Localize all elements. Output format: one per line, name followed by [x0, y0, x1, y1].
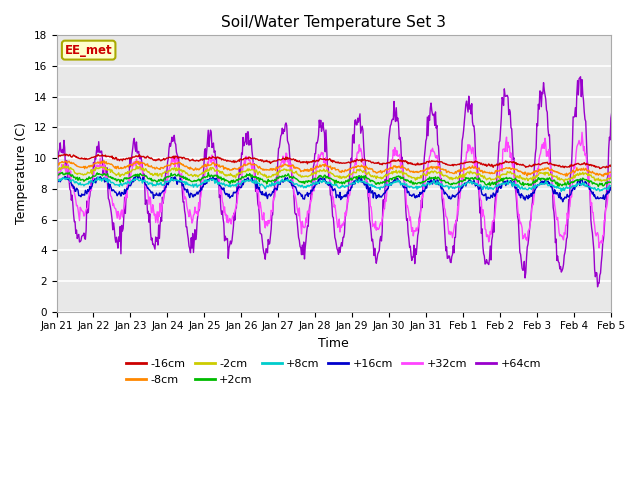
-16cm: [52, 153, 60, 159]
+16cm: [430, 176, 438, 181]
Line: +2cm: +2cm: [56, 172, 640, 187]
+32cm: [578, 130, 586, 135]
+32cm: [396, 151, 404, 157]
+64cm: [89, 175, 97, 180]
-16cm: [502, 158, 509, 164]
Line: -8cm: -8cm: [56, 161, 640, 177]
+2cm: [397, 176, 404, 181]
+64cm: [501, 93, 509, 98]
Text: EE_met: EE_met: [65, 44, 113, 57]
-8cm: [502, 165, 509, 171]
+64cm: [412, 246, 419, 252]
+16cm: [559, 199, 566, 204]
+32cm: [52, 177, 60, 182]
+2cm: [430, 175, 438, 180]
-8cm: [89, 163, 97, 168]
+8cm: [430, 178, 438, 183]
Line: +32cm: +32cm: [56, 132, 640, 248]
Legend: -16cm, -8cm, -2cm, +2cm, +8cm, +16cm, +32cm, +64cm: -16cm, -8cm, -2cm, +2cm, +8cm, +16cm, +3…: [122, 355, 545, 389]
+8cm: [94, 174, 102, 180]
-16cm: [397, 157, 404, 163]
+64cm: [562, 244, 570, 250]
-16cm: [90, 155, 97, 160]
+8cm: [397, 182, 404, 188]
+8cm: [412, 183, 420, 189]
Line: +64cm: +64cm: [56, 71, 640, 287]
-16cm: [412, 161, 420, 167]
+16cm: [132, 172, 140, 178]
Title: Soil/Water Temperature Set 3: Soil/Water Temperature Set 3: [221, 15, 446, 30]
-8cm: [397, 165, 404, 170]
-2cm: [90, 167, 97, 173]
+16cm: [89, 179, 97, 185]
+64cm: [396, 134, 404, 140]
-2cm: [430, 168, 438, 174]
+2cm: [412, 181, 420, 187]
+8cm: [637, 190, 640, 195]
Line: -2cm: -2cm: [56, 165, 640, 182]
-2cm: [412, 175, 420, 180]
+32cm: [595, 245, 603, 251]
+16cm: [52, 181, 60, 187]
-16cm: [430, 158, 438, 164]
+8cm: [89, 180, 97, 185]
Line: +8cm: +8cm: [56, 177, 640, 192]
+8cm: [502, 180, 509, 186]
-16cm: [563, 164, 570, 170]
-8cm: [634, 174, 640, 180]
+2cm: [52, 174, 60, 180]
-16cm: [61, 151, 68, 157]
-2cm: [397, 168, 404, 174]
+64cm: [429, 113, 437, 119]
-8cm: [412, 169, 420, 175]
+64cm: [594, 284, 602, 290]
Line: +16cm: +16cm: [56, 175, 640, 202]
+32cm: [562, 222, 570, 228]
+2cm: [502, 175, 509, 181]
+8cm: [52, 176, 60, 182]
-2cm: [502, 171, 509, 177]
+2cm: [59, 169, 67, 175]
-16cm: [635, 167, 640, 172]
-8cm: [563, 170, 570, 176]
+2cm: [595, 184, 602, 190]
-2cm: [52, 167, 60, 172]
X-axis label: Time: Time: [318, 337, 349, 350]
+32cm: [501, 149, 509, 155]
+32cm: [89, 180, 97, 185]
+8cm: [563, 184, 570, 190]
+16cm: [397, 180, 404, 186]
-2cm: [60, 162, 67, 168]
-8cm: [430, 164, 438, 170]
+16cm: [563, 192, 571, 197]
-2cm: [563, 177, 570, 182]
+2cm: [90, 173, 97, 179]
Line: -16cm: -16cm: [56, 154, 640, 169]
+32cm: [429, 148, 437, 154]
+32cm: [412, 228, 419, 234]
Y-axis label: Temperature (C): Temperature (C): [15, 122, 28, 225]
+64cm: [52, 166, 60, 172]
-8cm: [52, 160, 60, 166]
+64cm: [611, 68, 619, 74]
-8cm: [100, 158, 108, 164]
+16cm: [412, 192, 420, 198]
+2cm: [563, 182, 570, 188]
-2cm: [632, 179, 639, 185]
+16cm: [502, 183, 509, 189]
